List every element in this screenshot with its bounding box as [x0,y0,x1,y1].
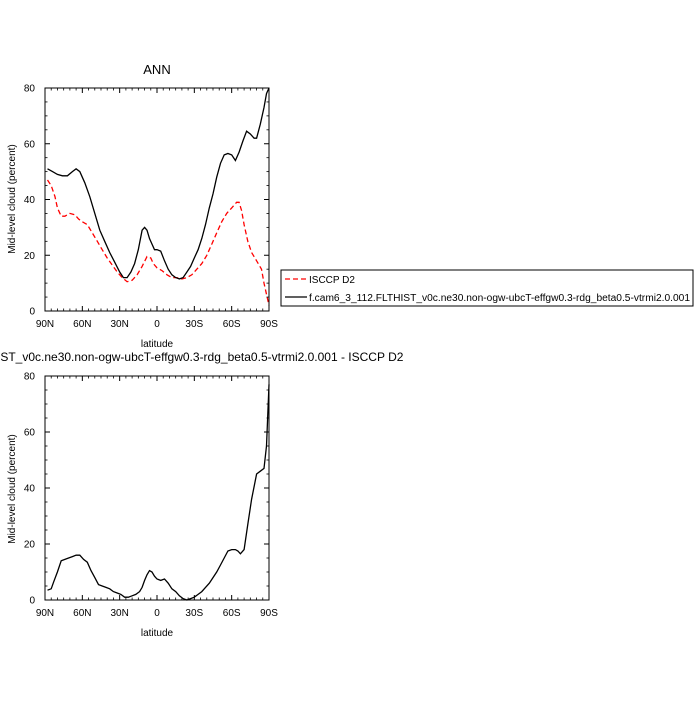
panel-1-xtick-label-6: 90S [260,319,278,330]
panel-1-ylabel: Mid-level cloud (percent) [7,144,18,254]
panel-2-plot-area [47,384,270,601]
panel-2-series-0-line [47,384,270,601]
panel-1-xtick-label-1: 60N [73,319,91,330]
panel-1-series-0-line [46,179,270,306]
panel-1-xlabel: latitude [141,339,174,350]
legend-label-isccp: ISCCP D2 [309,275,355,286]
panel-1-xtick-label-5: 60S [223,319,241,330]
panel-2-xtick-label-0: 90N [36,608,54,619]
panel-1-series-1-line [47,87,270,280]
panel-2-xtick-label-3: 0 [154,608,160,619]
panel-1-axes: 90N 60N 30N 0 30S 60S 90S 0 20 40 60 80 [24,84,278,331]
panel-2-ytick-label-4: 80 [24,372,36,383]
panel-2-frame [44,375,270,601]
panel-1-xtick-label-2: 30N [110,319,128,330]
panel-1-frame [44,87,270,312]
panel-1-legend: ISCCP D2 f.cam6_3_112.FLTHIST_v0c.ne30.n… [280,269,694,307]
panel-1-plot-area [46,87,270,306]
panel-1-ytick-label-2: 40 [24,195,36,206]
legend-label-model: f.cam6_3_112.FLTHIST_v0c.ne30.non-ogw-ub… [309,293,690,304]
panel-1-xtick-label-4: 30S [185,319,203,330]
panel-2-ylabel: Mid-level cloud (percent) [7,434,18,544]
panel-1-ytick-label-1: 20 [24,251,36,262]
panel-1-xtick-label-3: 0 [154,319,160,330]
panel-2-xtick-label-2: 30N [110,608,128,619]
panel-2-xlabel: latitude [141,628,174,639]
panel-2-xtick-label-1: 60N [73,608,91,619]
panel-1: ANN Mid-level cloud (percent) latitude 9… [7,62,694,350]
panel-1-xtick-label-0: 90N [36,319,54,330]
panel-2: IST_v0c.ne30.non-ogw-ubcT-effgw0.3-rdg_b… [0,350,404,639]
panel-2-axes: 90N 60N 30N 0 30S 60S 90S 0 20 40 60 80 [24,372,278,620]
panel-1-title: ANN [143,62,170,77]
panel-2-ytick-label-0: 0 [29,596,35,607]
panel-1-ytick-label-4: 80 [24,84,36,95]
panel-2-ytick-label-3: 60 [24,428,36,439]
legend-box [280,269,694,307]
panel-2-xtick-label-5: 60S [223,608,241,619]
panel-2-ytick-label-1: 20 [24,540,36,551]
panel-1-ytick-label-3: 60 [24,139,36,150]
panel-1-ytick-label-0: 0 [29,307,35,318]
panel-2-title: IST_v0c.ne30.non-ogw-ubcT-effgw0.3-rdg_b… [0,350,404,364]
panel-2-xtick-label-4: 30S [185,608,203,619]
panel-2-xtick-label-6: 90S [260,608,278,619]
panel-2-ytick-label-2: 40 [24,484,36,495]
